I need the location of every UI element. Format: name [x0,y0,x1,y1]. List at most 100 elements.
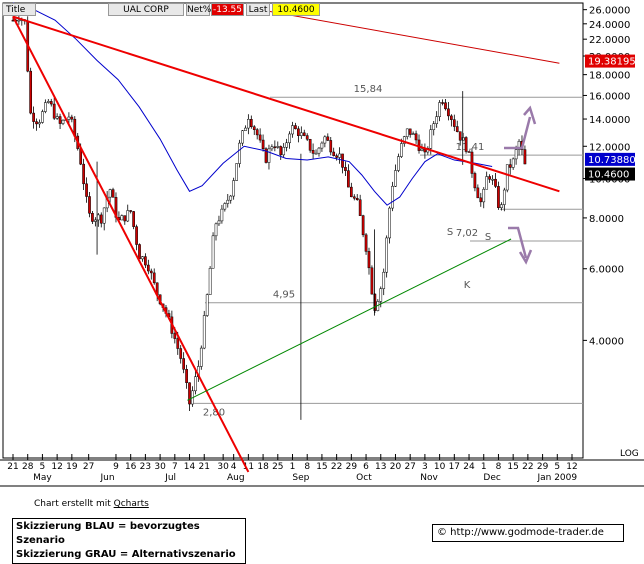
credit-prefix: Chart erstellt mit [34,499,114,509]
candle-up [244,127,247,131]
y-tick-label: 4.0000 [589,336,624,347]
trendline-steil [12,16,250,473]
candle-up [220,208,224,222]
trendline-oben [248,7,560,64]
x-tick-label: 11 [243,462,254,472]
candle-up [17,19,21,22]
x-tick-label: 27 [404,462,415,472]
candle-down [467,151,471,153]
x-tick-label: 29 [537,462,549,472]
candle-down [52,103,56,119]
scale-label: LOG [620,449,639,459]
y-tick-label: 14.0000 [589,115,630,126]
candle-up [46,101,50,103]
y-tick-label: 16.0000 [589,91,630,102]
month-label: Jun [100,473,115,483]
candle-up [267,148,271,163]
x-tick-label: 5 [554,462,560,472]
candle-up [435,116,439,124]
x-tick-label: 20 [390,462,402,472]
candle-up [438,102,441,117]
y-tick-label: 6.0000 [589,265,624,276]
candle-down [344,167,347,171]
candle-down [58,116,62,124]
candle-down [258,134,262,141]
month-label: Jan 2009 [536,473,577,483]
x-tick-label: 15 [507,462,518,472]
x-tick-label: 27 [83,462,94,472]
candle-down [473,173,477,189]
y-tick-label: 26.0000 [589,6,630,17]
candle-up [511,158,515,168]
candle-down [135,226,138,245]
x-tick-label: 12 [566,462,577,472]
candle-up [299,132,303,136]
candle-up [96,214,100,221]
candle-up [382,271,386,289]
candle-down [455,126,459,132]
candle-down [111,189,115,198]
candle-down [88,196,91,214]
source-link[interactable]: © http://www.godmode-trader.de [432,524,624,542]
candle-down [264,148,268,163]
x-tick-label: 30 [154,462,166,472]
candle-down [452,119,456,127]
level-label: 4,95 [273,290,295,301]
candle-up [38,122,41,125]
pattern-annotation: S [485,232,491,243]
x-tick-label: 21 [7,462,18,472]
candle-down [149,270,153,274]
candle-up [400,143,403,157]
x-tick-label: 29 [346,462,358,472]
candle-up [505,164,509,191]
candle-down [29,70,33,114]
candle-down [179,348,183,359]
candle-up [41,111,44,123]
y-tick-label: 12.0000 [589,142,630,153]
candle-up [500,204,503,208]
month-label: May [33,473,52,483]
candle-up [429,129,433,149]
candle-down [447,108,450,117]
candle-up [461,137,465,141]
title-label: Title [2,3,36,16]
candle-up [291,125,294,135]
month-label: Oct [356,473,372,483]
candle-down [129,210,133,212]
candle-down [261,139,265,149]
candle-up [285,142,288,148]
x-tick-label: 14 [184,462,196,472]
candle-down [367,251,371,269]
x-tick-label: 17 [449,462,460,472]
x-tick-label: 28 [22,462,34,472]
last-label: Last [246,3,270,16]
y-tick-label: 24.0000 [589,20,630,31]
candle-down [82,163,85,185]
candle-up [94,219,97,222]
candle-up [247,119,250,129]
candle-up [226,199,230,204]
candle-down [132,211,135,227]
x-tick-label: 22 [331,462,342,472]
candle-up [44,102,47,112]
trendline-haupt [12,15,560,193]
moving-average-line [12,2,493,206]
candle-up [120,215,124,221]
candle-up [502,189,506,205]
candle-down [332,151,336,156]
qcharts-link[interactable]: Qcharts [113,499,149,509]
candle-up [420,148,424,151]
candle-up [320,142,324,149]
symbol-field: UAL CORP [108,3,184,16]
candle-up [55,116,59,119]
candle-down [188,382,191,405]
candle-down [182,358,185,370]
candle-down [488,176,491,180]
candle-up [485,176,489,190]
level-label: 7,02 [456,228,478,239]
candle-up [514,149,518,160]
x-tick-label: 22 [522,462,533,472]
candle-down [373,293,377,311]
candle-down [185,369,188,383]
